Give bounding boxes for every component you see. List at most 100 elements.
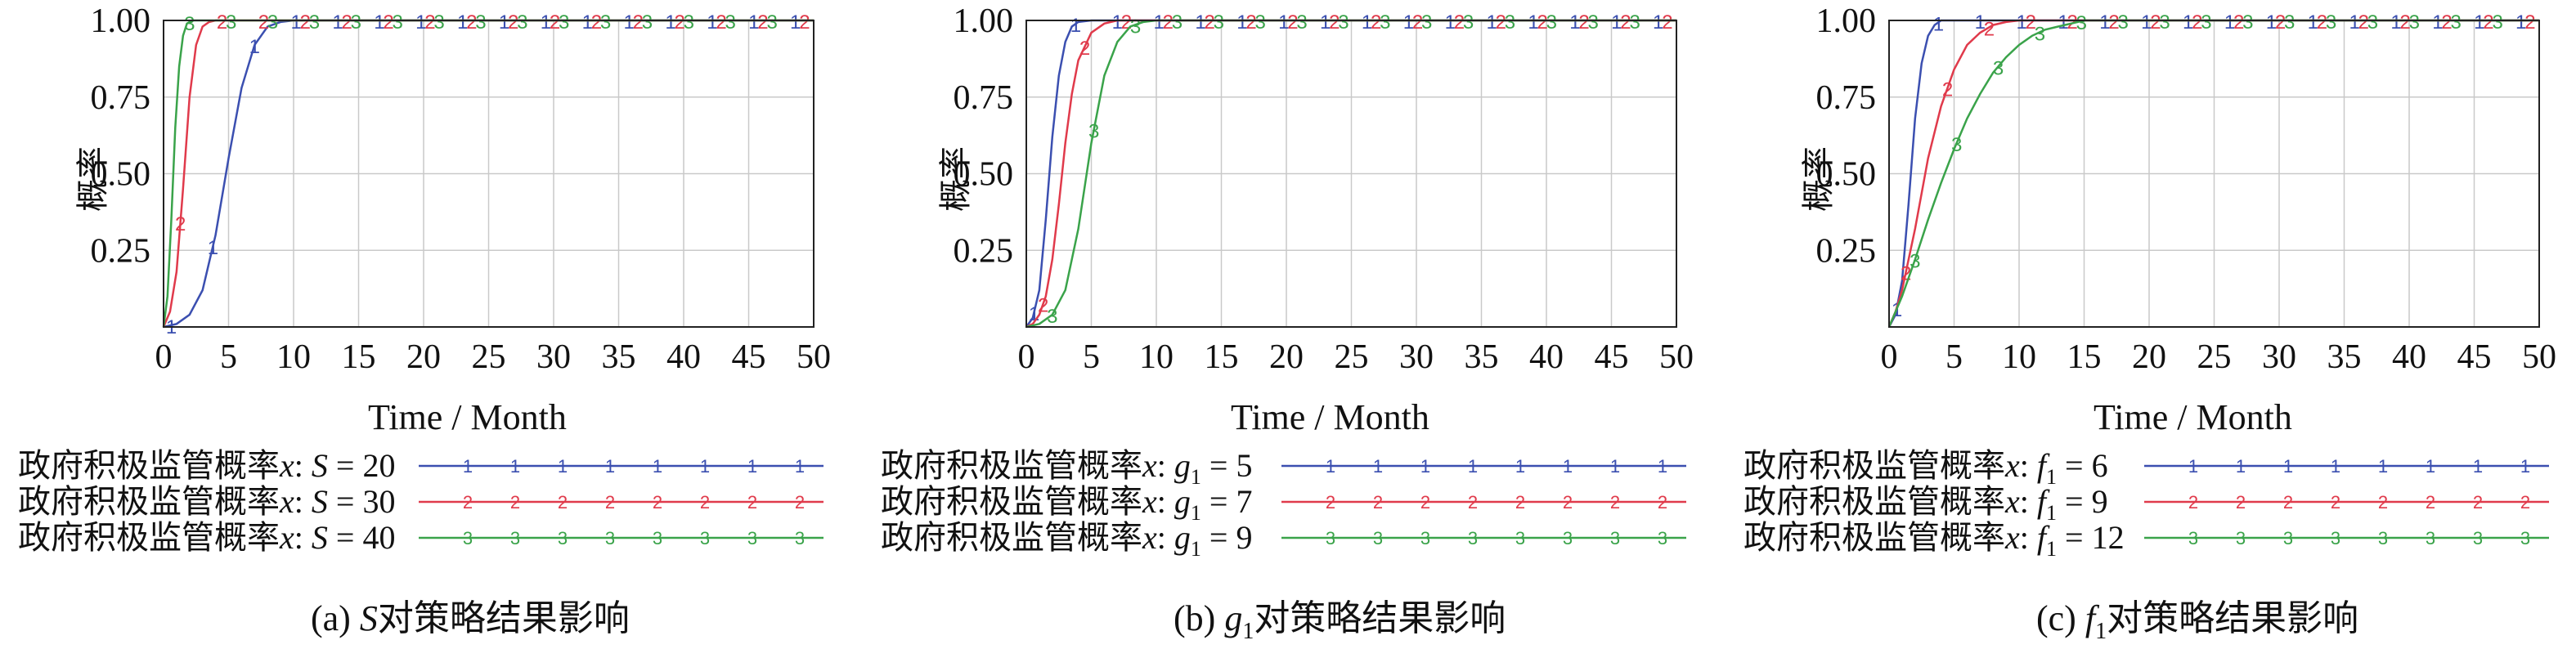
series-marker: 3 [1505, 11, 1515, 34]
series-marker: 1 [2474, 11, 2484, 34]
caption-variable-sub: 1 [1242, 618, 1254, 644]
chart-svg: 0 5 10 15 20 25 30 35 40 45 50 1.00 0.75 0.50 0.25 1 1 1 1… [1816, 2, 2557, 376]
legend-marker: 3 [1658, 528, 1667, 548]
x-tick-label: 30 [536, 338, 571, 376]
legend-marker: 2 [2520, 492, 2530, 512]
series-marker: 1 [2141, 11, 2152, 34]
series-marker: 2 [1662, 11, 1672, 34]
series-marker: 2 [2483, 11, 2493, 34]
series-marker: 2 [2358, 11, 2369, 34]
x-tick-label: 5 [220, 338, 237, 376]
legend-param-sub: 1 [2046, 501, 2058, 525]
legend-marker: 1 [2378, 456, 2388, 477]
series-marker: 1 [1569, 11, 1580, 34]
legend-colon: : [1156, 483, 1174, 520]
x-tick-label: 45 [732, 338, 766, 376]
legend-entry: 政府积极监管概率x: g1 = 9333333333 [881, 520, 1699, 561]
series-marker: 2 [2192, 11, 2202, 34]
series-marker: 2 [1620, 11, 1631, 34]
legend-text: 政府积极监管概率 [881, 483, 1142, 520]
legend-marker: 2 [2283, 492, 2293, 512]
legend-label: 政府积极监管概率x: g1 = 9 [881, 520, 1252, 567]
chart-svg: 0 5 10 15 20 25 30 35 40 45 50 1.00 0.75 0.50 0.25 1 1 1 1… [91, 2, 832, 376]
series-marker: 2 [591, 11, 602, 34]
series-marker: 3 [2492, 11, 2502, 34]
legend-label: 政府积极监管概率x: S = 40 [18, 520, 395, 556]
series-marker: 3 [1910, 251, 1920, 273]
series-marker: 2 [757, 11, 768, 34]
series-marker: 3 [1588, 11, 1599, 34]
series-marker: 1 [291, 11, 302, 34]
y-tick-label: 0.25 [1816, 232, 1877, 270]
panel-caption: (b) g1对策略结果影响 [1174, 589, 1506, 645]
series-marker: 3 [475, 11, 486, 34]
series-marker: 2 [383, 11, 393, 34]
legend-marker: 3 [1420, 528, 1430, 548]
panel-caption: (a) S对策略结果影响 [311, 589, 630, 641]
legend-entry: 政府积极监管概率x: f1 = 12333333333 [1744, 519, 2561, 561]
y-tick-label: 0.50 [1816, 156, 1877, 194]
series-marker: 2 [300, 11, 311, 34]
legend-param-sub: 1 [2046, 537, 2058, 561]
legend-marker: 2 [2473, 492, 2483, 512]
series-marker: 2 [466, 11, 477, 34]
series-marker: 1 [1528, 11, 1538, 34]
y-tick-label: 0.75 [1816, 79, 1877, 117]
legend-colon: : [2019, 519, 2037, 556]
series-marker: 3 [1047, 306, 1057, 328]
legend-label: 政府积极监管概率x: g1 = 7 [881, 484, 1252, 531]
x-tick-label: 40 [666, 338, 701, 376]
x-tick-label: 10 [1139, 338, 1174, 376]
series-marker: 1 [1320, 11, 1331, 34]
legend-marker: 2 [2378, 492, 2388, 512]
series-marker: 3 [766, 11, 777, 34]
series-marker: 1 [624, 11, 635, 34]
legend-param: g [1174, 519, 1191, 556]
legend-variable: x [2005, 519, 2020, 556]
legend-marker: 2 [2188, 492, 2198, 512]
series-marker: 2 [1329, 11, 1340, 34]
legend-marker: 1 [1468, 456, 1478, 477]
legend-marker: 3 [2426, 528, 2435, 548]
caption-variable: g [1224, 598, 1243, 638]
legend-marker: 1 [463, 456, 473, 477]
series-marker: 2 [1942, 79, 1953, 101]
legend-marker: 3 [2473, 528, 2483, 548]
series-marker: 3 [517, 11, 527, 34]
series-marker: 3 [2367, 11, 2378, 34]
legend-marker: 1 [558, 456, 568, 477]
series-marker: 1 [1933, 13, 1944, 35]
series-marker: 2 [1496, 11, 1506, 34]
x-axis-label: Time / Month [2094, 397, 2292, 437]
legend-marker: 1 [653, 456, 662, 477]
legend-label: 政府积极监管概率x: f1 = 9 [1744, 484, 2108, 531]
series-marker: 3 [559, 11, 569, 34]
legend-param-sub: 1 [1190, 465, 1201, 489]
legend-marker: 1 [605, 456, 615, 477]
y-tick-label: 0.75 [954, 79, 1014, 117]
series-marker: 3 [1951, 134, 1962, 156]
series-marker: 3 [684, 11, 694, 34]
x-tick-label: 0 [155, 338, 173, 376]
x-tick-label: 35 [1465, 338, 1499, 376]
y-tick-label: 0.25 [91, 232, 151, 270]
series-marker: 3 [2284, 11, 2295, 34]
legend-marker: 1 [2520, 456, 2530, 477]
caption-prefix: (a) [311, 598, 360, 638]
series-marker: 2 [2400, 11, 2411, 34]
legend-variable: x [280, 519, 294, 556]
legend-marker: 3 [2188, 528, 2198, 548]
series-marker: 1 [1070, 15, 1081, 37]
legend-entry: 政府积极监管概率x: f1 = 6111111111 [1744, 448, 2561, 489]
plot-frame [1025, 20, 1677, 328]
legend-entry: 政府积极监管概率x: g1 = 7222222222 [881, 484, 1699, 525]
series-marker: 2 [2108, 11, 2119, 34]
y-axis-label: 概率 [74, 146, 111, 212]
series-marker: 1 [665, 11, 675, 34]
legend-param-sub: 1 [1190, 501, 1201, 525]
